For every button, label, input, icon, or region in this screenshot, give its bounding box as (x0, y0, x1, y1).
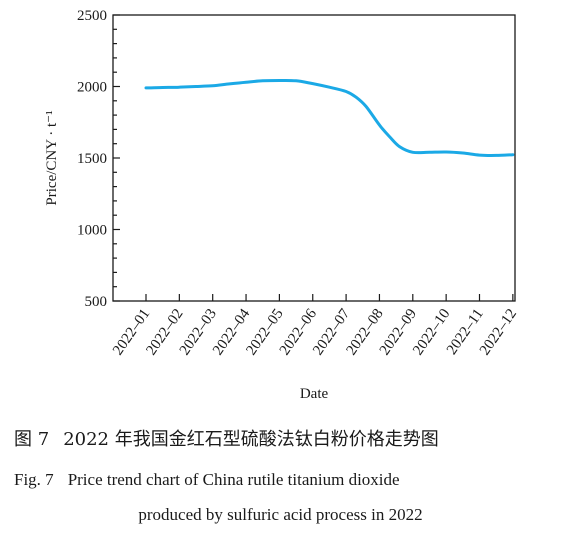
y-tick-label: 500 (85, 294, 108, 310)
y-tick-label: 2000 (77, 80, 107, 96)
caption-chinese-text: 2022 年我国金红石型硫酸法钛白粉价格走势图 (63, 429, 439, 450)
tick-labels: 50010001500200025002022–012022–022022–03… (77, 8, 520, 358)
y-axis-title: Price/CNY · t⁻¹ (44, 110, 60, 205)
plot-frame (112, 14, 516, 302)
price-trend-chart: 50010001500200025002022–012022–022022–03… (44, 8, 520, 402)
caption-english-label: Fig. 7 (14, 470, 54, 489)
caption-english-line2: produced by sulfuric acid process in 202… (138, 505, 423, 524)
caption-chinese-label: 图 7 (14, 429, 50, 450)
y-tick-label: 1000 (77, 223, 107, 239)
price-series-line (144, 78, 515, 157)
axis-ticks (113, 14, 514, 302)
caption-english-line1: Fig. 7 Price trend chart of China rutile … (0, 470, 561, 490)
caption-chinese: 图 7 2022 年我国金红石型硫酸法钛白粉价格走势图 (0, 425, 561, 451)
y-tick-label: 1500 (77, 151, 107, 167)
caption-english-text-1: Price trend chart of China rutile titani… (67, 470, 400, 489)
y-tick-label: 2500 (77, 8, 107, 24)
x-axis-title: Date (300, 386, 329, 402)
